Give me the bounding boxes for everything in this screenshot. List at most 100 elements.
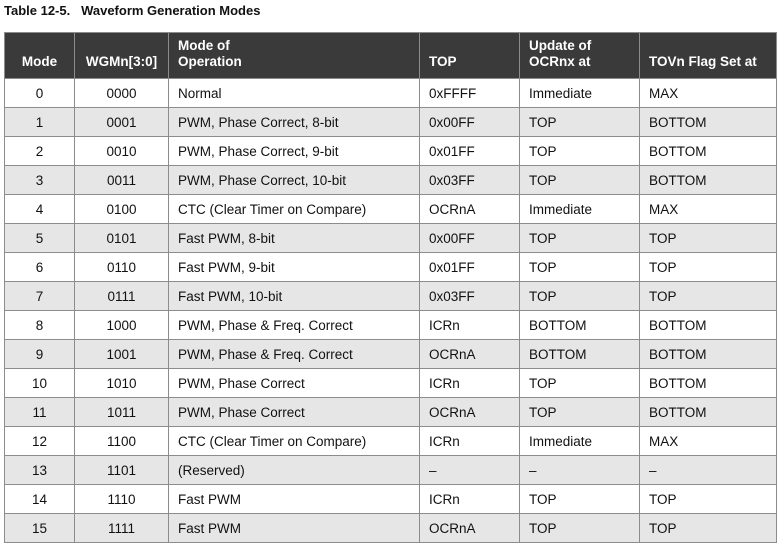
cell-operation: Normal — [168, 78, 420, 108]
cell-wgm: 0100 — [74, 194, 169, 224]
cell-operation: PWM, Phase Correct, 9-bit — [168, 136, 420, 166]
cell-top: 0x03FF — [419, 165, 520, 195]
cell-wgm: 1101 — [74, 455, 169, 485]
cell-top: 0x03FF — [419, 281, 520, 311]
header-row: Mode WGMn[3:0] Mode of Operation TOP Upd… — [4, 32, 777, 79]
cell-tov-flag: MAX — [639, 194, 777, 224]
cell-tov-flag: TOP — [639, 252, 777, 282]
cell-mode: 8 — [4, 310, 75, 340]
cell-update: TOP — [519, 368, 640, 398]
cell-update: TOP — [519, 281, 640, 311]
cell-tov-flag: TOP — [639, 223, 777, 253]
cell-update: Immediate — [519, 426, 640, 456]
cell-update: BOTTOM — [519, 310, 640, 340]
table-row: 7 0111 Fast PWM, 10-bit 0x03FF TOP TOP — [4, 281, 777, 311]
cell-tov-flag: – — [639, 455, 777, 485]
cell-top: OCRnA — [419, 339, 520, 369]
cell-tov-flag: BOTTOM — [639, 310, 777, 340]
header-mode: Mode — [4, 32, 75, 79]
cell-top: 0xFFFF — [419, 78, 520, 108]
table-row: 3 0011 PWM, Phase Correct, 10-bit 0x03FF TOP… — [4, 165, 777, 195]
table-row: 2 0010 PWM, Phase Correct, 9-bit 0x01FF TOP B… — [4, 136, 777, 166]
cell-update: TOP — [519, 165, 640, 195]
table-body: 0 0000 Normal 0xFFFF Immediate MAX 1 0001 PWM, P… — [4, 78, 777, 543]
cell-operation: PWM, Phase Correct — [168, 368, 420, 398]
cell-update: TOP — [519, 397, 640, 427]
table-row: 15 1111 Fast PWM OCRnA TOP TOP — [4, 513, 777, 543]
cell-tov-flag: BOTTOM — [639, 107, 777, 137]
cell-wgm: 1111 — [74, 513, 169, 543]
table-row: 12 1100 CTC (Clear Timer on Compare) ICRn Im… — [4, 426, 777, 456]
cell-update: – — [519, 455, 640, 485]
cell-operation: Fast PWM — [168, 484, 420, 514]
cell-mode: 14 — [4, 484, 75, 514]
header-update-ocr: Update of OCRnx at — [519, 32, 640, 79]
cell-operation: CTC (Clear Timer on Compare) — [168, 194, 420, 224]
cell-mode: 4 — [4, 194, 75, 224]
cell-tov-flag: MAX — [639, 426, 777, 456]
cell-update: TOP — [519, 223, 640, 253]
cell-mode: 11 — [4, 397, 75, 427]
cell-tov-flag: MAX — [639, 78, 777, 108]
cell-operation: Fast PWM, 8-bit — [168, 223, 420, 253]
cell-wgm: 0000 — [74, 78, 169, 108]
cell-tov-flag: TOP — [639, 513, 777, 543]
cell-mode: 0 — [4, 78, 75, 108]
cell-update: TOP — [519, 136, 640, 166]
cell-tov-flag: BOTTOM — [639, 339, 777, 369]
cell-mode: 9 — [4, 339, 75, 369]
header-mode-of-operation: Mode of Operation — [168, 32, 420, 79]
cell-operation: (Reserved) — [168, 455, 420, 485]
table-row: 13 1101 (Reserved) – – – — [4, 455, 777, 485]
table-caption: Table 12-5. Waveform Generation Modes — [4, 3, 261, 18]
cell-tov-flag: BOTTOM — [639, 136, 777, 166]
cell-tov-flag: TOP — [639, 281, 777, 311]
cell-wgm: 1000 — [74, 310, 169, 340]
cell-mode: 10 — [4, 368, 75, 398]
header-tov-flag: TOVn Flag Set at — [639, 32, 777, 79]
waveform-modes-table: Mode WGMn[3:0] Mode of Operation TOP Upd… — [4, 32, 777, 543]
cell-tov-flag: BOTTOM — [639, 397, 777, 427]
cell-update: BOTTOM — [519, 339, 640, 369]
cell-top: OCRnA — [419, 513, 520, 543]
cell-top: 0x00FF — [419, 107, 520, 137]
cell-mode: 7 — [4, 281, 75, 311]
header-mode-of-operation-label: Mode of Operation — [178, 38, 242, 69]
cell-update: TOP — [519, 107, 640, 137]
cell-tov-flag: TOP — [639, 484, 777, 514]
cell-top: OCRnA — [419, 194, 520, 224]
cell-mode: 6 — [4, 252, 75, 282]
header-update-ocr-label: Update of OCRnx at — [529, 38, 592, 69]
cell-update: Immediate — [519, 194, 640, 224]
table-row: 4 0100 CTC (Clear Timer on Compare) OCRnA Im… — [4, 194, 777, 224]
cell-operation: CTC (Clear Timer on Compare) — [168, 426, 420, 456]
cell-top: 0x01FF — [419, 252, 520, 282]
cell-wgm: 1001 — [74, 339, 169, 369]
cell-mode: 2 — [4, 136, 75, 166]
table-row: 14 1110 Fast PWM ICRn TOP TOP — [4, 484, 777, 514]
cell-wgm: 0011 — [74, 165, 169, 195]
cell-operation: Fast PWM, 10-bit — [168, 281, 420, 311]
cell-top: ICRn — [419, 368, 520, 398]
cell-wgm: 0110 — [74, 252, 169, 282]
cell-mode: 5 — [4, 223, 75, 253]
cell-mode: 1 — [4, 107, 75, 137]
cell-mode: 3 — [4, 165, 75, 195]
cell-top: ICRn — [419, 310, 520, 340]
cell-tov-flag: BOTTOM — [639, 368, 777, 398]
cell-top: OCRnA — [419, 397, 520, 427]
cell-top: – — [419, 455, 520, 485]
cell-operation: Fast PWM, 9-bit — [168, 252, 420, 282]
table-row: 10 1010 PWM, Phase Correct ICRn TOP BOTTOM — [4, 368, 777, 398]
cell-top: 0x00FF — [419, 223, 520, 253]
table-row: 9 1001 PWM, Phase & Freq. Correct OCRnA BOTT… — [4, 339, 777, 369]
header-top: TOP — [419, 32, 520, 79]
cell-mode: 13 — [4, 455, 75, 485]
cell-tov-flag: BOTTOM — [639, 165, 777, 195]
cell-wgm: 0101 — [74, 223, 169, 253]
cell-update: TOP — [519, 513, 640, 543]
cell-operation: PWM, Phase & Freq. Correct — [168, 310, 420, 340]
cell-operation: PWM, Phase Correct, 8-bit — [168, 107, 420, 137]
cell-wgm: 0001 — [74, 107, 169, 137]
header-wgm: WGMn[3:0] — [74, 32, 169, 79]
